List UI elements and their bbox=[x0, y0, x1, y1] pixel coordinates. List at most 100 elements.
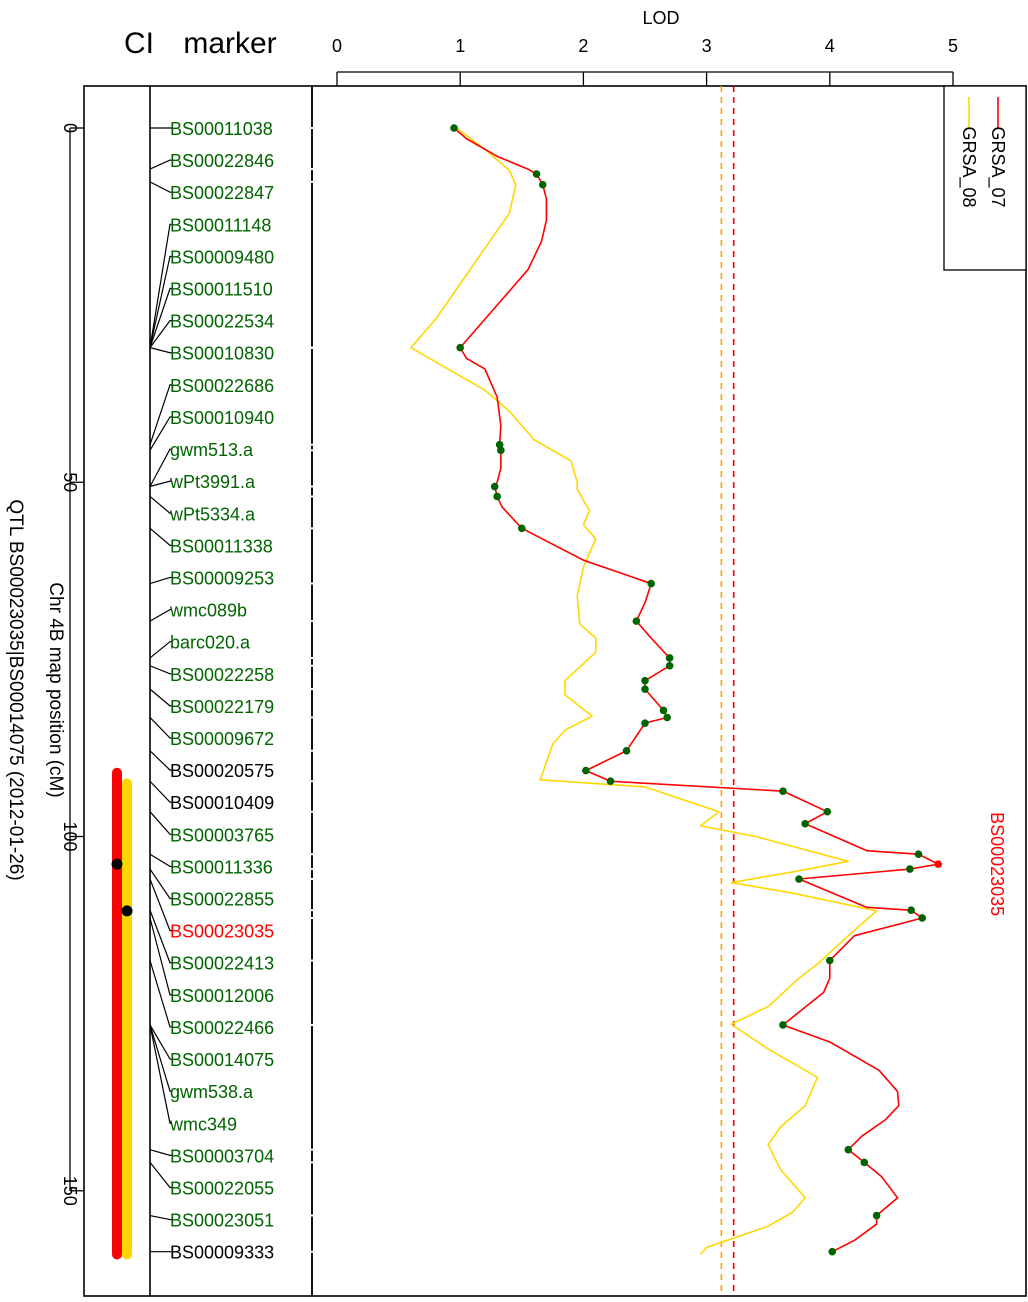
marker-label: BS00010830 bbox=[170, 344, 274, 364]
data-point bbox=[823, 807, 832, 816]
data-point bbox=[665, 661, 674, 670]
marker-label: BS00022534 bbox=[170, 312, 274, 332]
marker-connector bbox=[149, 1024, 172, 1060]
chart-title: QTL BS00023035|BS00014075 (2012-01-26) bbox=[5, 499, 26, 880]
marker-label: BS00022258 bbox=[170, 665, 274, 685]
marker-label: wPt3991.a bbox=[169, 472, 256, 492]
ci-peak-dot bbox=[121, 905, 133, 917]
marker-connector bbox=[149, 159, 172, 170]
marker-connector bbox=[149, 1149, 172, 1156]
marker-connector bbox=[149, 780, 172, 803]
marker-connector bbox=[149, 347, 172, 354]
data-point bbox=[622, 746, 631, 755]
marker-points bbox=[450, 124, 943, 1256]
marker-label: BS00010940 bbox=[170, 408, 274, 428]
data-point bbox=[907, 906, 915, 914]
marker-connector bbox=[149, 1024, 172, 1124]
marker-connector bbox=[149, 750, 172, 771]
marker-connector bbox=[149, 665, 172, 675]
y-tick-label: 0 bbox=[60, 123, 80, 133]
data-point bbox=[641, 719, 649, 727]
marker-label: BS00011038 bbox=[170, 119, 273, 139]
data-point bbox=[914, 850, 923, 859]
y-tick-label: 50 bbox=[60, 472, 80, 492]
marker-label: BS00009480 bbox=[170, 247, 274, 267]
data-point bbox=[844, 1145, 853, 1154]
marker-connector bbox=[149, 495, 172, 514]
marker-label: BS00011510 bbox=[170, 280, 273, 300]
marker-label: BS00022179 bbox=[170, 697, 274, 717]
x-axis-title: LOD bbox=[642, 8, 679, 28]
data-point bbox=[801, 819, 809, 828]
marker-connector bbox=[149, 255, 172, 348]
marker-label: gwm513.a bbox=[170, 440, 254, 460]
marker-connector bbox=[149, 1024, 172, 1092]
data-point bbox=[663, 713, 671, 722]
marker-label: BS00022466 bbox=[170, 1018, 274, 1038]
marker-label: BS00020575 bbox=[170, 761, 274, 781]
data-point bbox=[582, 766, 590, 775]
marker-connector bbox=[149, 1214, 172, 1221]
data-point bbox=[641, 676, 649, 685]
plot-frame bbox=[311, 85, 1027, 1297]
marker-label: BS00022413 bbox=[170, 954, 274, 974]
data-point bbox=[665, 654, 674, 662]
y-tick-label: 150 bbox=[60, 1176, 80, 1206]
lod-series bbox=[410, 127, 940, 1256]
marker-label: BS00012006 bbox=[170, 986, 274, 1006]
series-line bbox=[453, 127, 940, 1253]
marker-label: BS00009253 bbox=[170, 568, 274, 588]
data-point bbox=[532, 170, 541, 178]
x-tick-label: 1 bbox=[455, 36, 465, 56]
marker-label: barc020.a bbox=[170, 633, 251, 653]
marker-list: BS00011038 BS00022846 BS00022847 BS00011148… bbox=[149, 119, 318, 1263]
marker-label: BS00011336 bbox=[170, 857, 273, 877]
marker-label: BS00009672 bbox=[170, 729, 274, 749]
legend-label-grsa08: GRSA_08 bbox=[958, 126, 979, 207]
data-point bbox=[495, 440, 504, 449]
marker-label: BS00022846 bbox=[170, 151, 274, 171]
marker-connector bbox=[149, 416, 172, 451]
marker-connector bbox=[149, 223, 172, 348]
marker-connector bbox=[149, 878, 172, 932]
marker-label: BS00022686 bbox=[170, 376, 274, 396]
x-axis: 0 1 2 3 4 5 bbox=[332, 36, 958, 86]
marker-connector bbox=[149, 717, 172, 739]
y-axis: 0 50 100 150 bbox=[60, 123, 84, 1206]
marker-connector bbox=[149, 527, 172, 546]
marker-connector bbox=[149, 868, 172, 900]
marker-label: wmc349 bbox=[169, 1114, 237, 1134]
marker-connector bbox=[149, 641, 172, 659]
y-axis-title: Chr 4B map position (cM) bbox=[45, 582, 66, 797]
marker-label: BS00023051 bbox=[170, 1211, 274, 1231]
marker-label: BS00003704 bbox=[170, 1146, 274, 1166]
marker-connector bbox=[149, 909, 172, 964]
legend: GRSA_07 GRSA_08 bbox=[943, 85, 1027, 271]
marker-label: BS00014075 bbox=[170, 1050, 274, 1070]
data-point bbox=[779, 787, 787, 795]
data-point bbox=[872, 1211, 881, 1220]
data-point bbox=[647, 579, 655, 588]
peak-marker-label: BS00023035 bbox=[987, 812, 1007, 916]
legend-box bbox=[943, 85, 1027, 271]
marker-label: BS00010409 bbox=[170, 793, 274, 813]
marker-label: BS00003765 bbox=[170, 825, 274, 845]
marker-connector bbox=[149, 384, 172, 445]
marker-connector bbox=[149, 181, 172, 193]
marker-connector bbox=[149, 287, 172, 348]
x-tick-label: 2 bbox=[578, 36, 588, 56]
data-point bbox=[518, 524, 526, 533]
marker-connector bbox=[149, 608, 172, 622]
data-point bbox=[860, 1158, 869, 1167]
data-point bbox=[779, 1021, 787, 1029]
x-tick-label: 5 bbox=[948, 36, 958, 56]
data-point bbox=[795, 875, 803, 883]
ci-bars bbox=[111, 767, 133, 1260]
marker-label: BS00011148 bbox=[170, 215, 271, 235]
marker-connector bbox=[149, 448, 172, 487]
data-point bbox=[641, 685, 649, 693]
data-point bbox=[632, 617, 641, 625]
marker-connector bbox=[149, 576, 172, 585]
marker-connector bbox=[149, 320, 172, 348]
